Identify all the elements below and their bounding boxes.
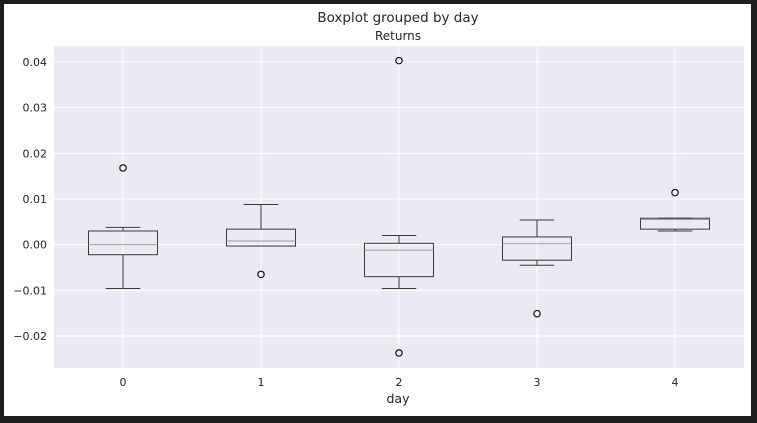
box [364,242,434,278]
y-tick-label: 0.04 [23,56,48,69]
y-tick-label: 0.03 [23,102,48,115]
box [502,236,572,261]
flier-point [395,349,403,357]
flier-point [533,309,541,318]
boxplot-chart: Boxplot grouped by day Returns −0.02−0.0… [13,10,744,406]
y-tick-label: 0.00 [23,239,48,252]
x-tick-label: 4 [672,376,679,389]
x-tick-label: 0 [120,376,127,389]
x-tick-label: 1 [258,376,265,389]
chart-title: Returns [375,29,421,43]
flier-point [257,270,265,279]
flier-point [395,56,403,65]
y-tick-label: 0.01 [23,193,48,206]
y-tick-label: 0.02 [23,147,48,160]
box [88,230,158,256]
x-axis-label: day [387,391,411,406]
box [226,228,296,247]
figure-canvas: Boxplot grouped by day Returns −0.02 −0.0… [4,4,751,416]
boxes-layer [88,56,710,357]
box [640,217,710,230]
y-tick-label: −0.01 [13,284,47,297]
y-tick-label: −0.02 [13,330,47,343]
flier-point [671,188,679,197]
figure-suptitle: Boxplot grouped by day [317,10,478,26]
grid-lines [54,46,744,368]
flier-point [119,164,127,172]
x-tick-label: 2 [396,376,403,389]
y-axis: −0.02 −0.01 0.00 0.01 0.02 0.03 0.04 [13,56,47,343]
x-tick-label: 3 [534,376,541,389]
x-axis: 0 1 2 3 4 [120,376,679,389]
